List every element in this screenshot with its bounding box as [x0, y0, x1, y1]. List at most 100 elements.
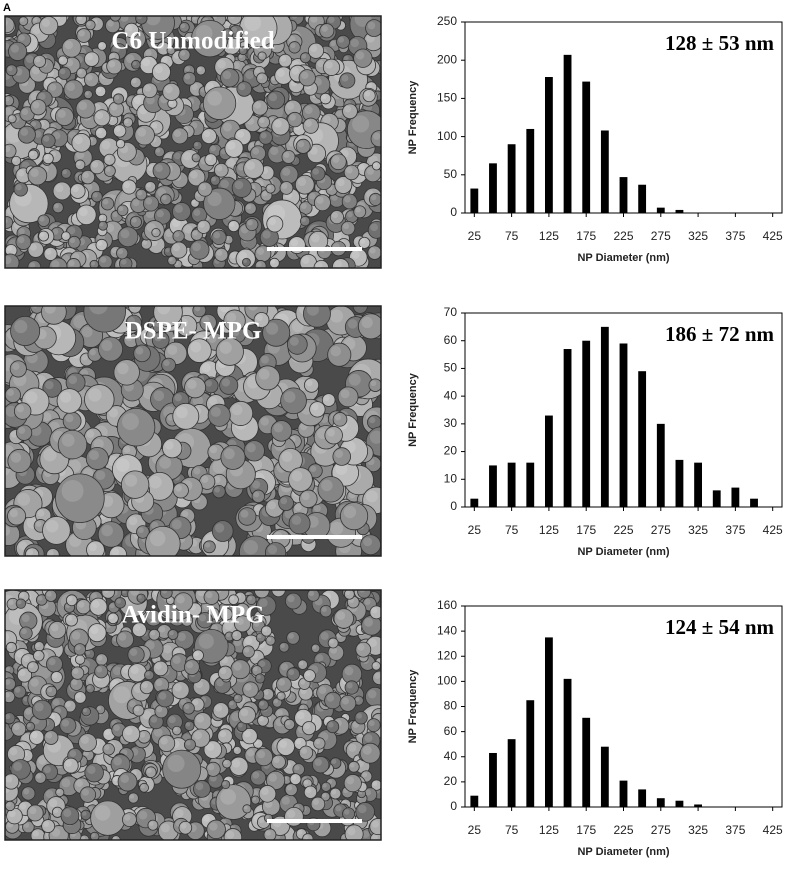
particle-highlight: [358, 805, 366, 813]
particle-highlight: [5, 714, 10, 719]
particle-highlight: [292, 67, 299, 74]
particle-highlight: [373, 663, 377, 667]
particle-highlight: [25, 391, 37, 403]
x-tick-label: 25: [468, 523, 482, 537]
particle-highlight: [208, 764, 214, 770]
x-tick-label: 225: [613, 229, 633, 243]
particle-highlight: [67, 616, 72, 621]
particle-highlight: [335, 805, 341, 811]
bar: [545, 416, 553, 507]
y-tick-label: 10: [444, 471, 458, 485]
particle-highlight: [344, 196, 351, 203]
particle-highlight: [49, 84, 56, 91]
particle-highlight: [144, 85, 151, 92]
particle-highlight: [87, 430, 95, 438]
particle-highlight: [142, 682, 148, 688]
x-tick-label: 325: [688, 823, 708, 837]
particle-highlight: [51, 624, 59, 632]
particle-highlight: [87, 21, 91, 25]
particle-highlight: [165, 248, 169, 252]
particle-highlight: [316, 654, 323, 661]
particle-highlight: [327, 694, 334, 701]
particle-highlight: [257, 750, 265, 758]
particle-highlight: [138, 89, 142, 93]
particle-highlight: [130, 302, 136, 308]
particle-highlight: [290, 337, 299, 346]
particle-highlight: [117, 141, 121, 145]
particle-highlight: [124, 182, 130, 188]
x-tick-label: 275: [651, 823, 671, 837]
particle-highlight: [143, 240, 148, 245]
particle-highlight: [68, 596, 73, 601]
x-tick-label: 125: [539, 523, 559, 537]
particle-highlight: [157, 302, 170, 315]
particle-highlight: [232, 759, 240, 767]
particle-highlight: [287, 810, 295, 818]
particle-highlight: [20, 592, 25, 597]
particle-highlight: [371, 380, 377, 386]
particle-highlight: [104, 745, 109, 750]
bar: [545, 77, 553, 213]
particle-highlight: [68, 375, 77, 384]
particle-highlight: [356, 51, 364, 59]
bar: [526, 700, 534, 807]
particle-highlight: [368, 22, 376, 30]
particle-highlight: [332, 212, 338, 218]
particle-highlight: [121, 259, 127, 265]
particle-highlight: [289, 669, 295, 675]
y-tick-label: 60: [444, 333, 458, 347]
particle-highlight: [133, 61, 137, 65]
particle-highlight: [284, 391, 296, 403]
particle-highlight: [60, 69, 66, 75]
particle-highlight: [44, 766, 51, 773]
particle-highlight: [35, 57, 40, 62]
particle-highlight: [194, 731, 202, 739]
particle-highlight: [173, 244, 180, 251]
particle-highlight: [33, 101, 40, 108]
x-tick-label: 25: [468, 229, 482, 243]
x-tick-label: 375: [725, 229, 745, 243]
particle-highlight: [40, 232, 45, 237]
particle-highlight: [292, 515, 301, 524]
particle-highlight: [9, 810, 16, 817]
particle-highlight: [238, 723, 242, 727]
bar: [657, 798, 665, 807]
particle-highlight: [235, 181, 244, 190]
particle-highlight: [154, 728, 163, 737]
particle-highlight: [7, 644, 12, 649]
bar: [582, 341, 590, 507]
particle-highlight: [79, 207, 88, 216]
particle-highlight: [36, 643, 40, 647]
particle-highlight: [82, 327, 93, 338]
particle-highlight: [331, 759, 336, 764]
particle-highlight: [363, 537, 372, 546]
particle-highlight: [91, 593, 97, 599]
y-axis-label: NP Frequency: [407, 80, 419, 155]
particle-highlight: [27, 723, 31, 727]
particle-highlight: [370, 223, 378, 231]
particle-highlight: [16, 405, 23, 412]
particle-highlight: [203, 131, 210, 138]
y-tick-label: 40: [444, 388, 458, 402]
particle-highlight: [92, 600, 100, 608]
particle-highlight: [327, 429, 335, 437]
particle-highlight: [257, 248, 264, 255]
particle-highlight: [130, 794, 135, 799]
particle-highlight: [220, 731, 227, 738]
particle-highlight: [313, 799, 319, 805]
y-tick-label: 140: [437, 623, 457, 637]
particle-highlight: [224, 760, 228, 764]
particle-highlight: [194, 651, 199, 656]
particle-highlight: [330, 309, 343, 322]
particle-highlight: [38, 93, 45, 100]
particle-highlight: [226, 633, 230, 637]
bar: [638, 371, 646, 507]
particle-highlight: [297, 711, 305, 719]
particle-highlight: [282, 183, 288, 189]
particle-highlight: [329, 639, 334, 644]
y-tick-label: 0: [450, 799, 457, 813]
particle-highlight: [30, 169, 38, 177]
particle-highlight: [111, 548, 119, 556]
particle-highlight: [274, 699, 278, 703]
particle-highlight: [54, 808, 59, 813]
